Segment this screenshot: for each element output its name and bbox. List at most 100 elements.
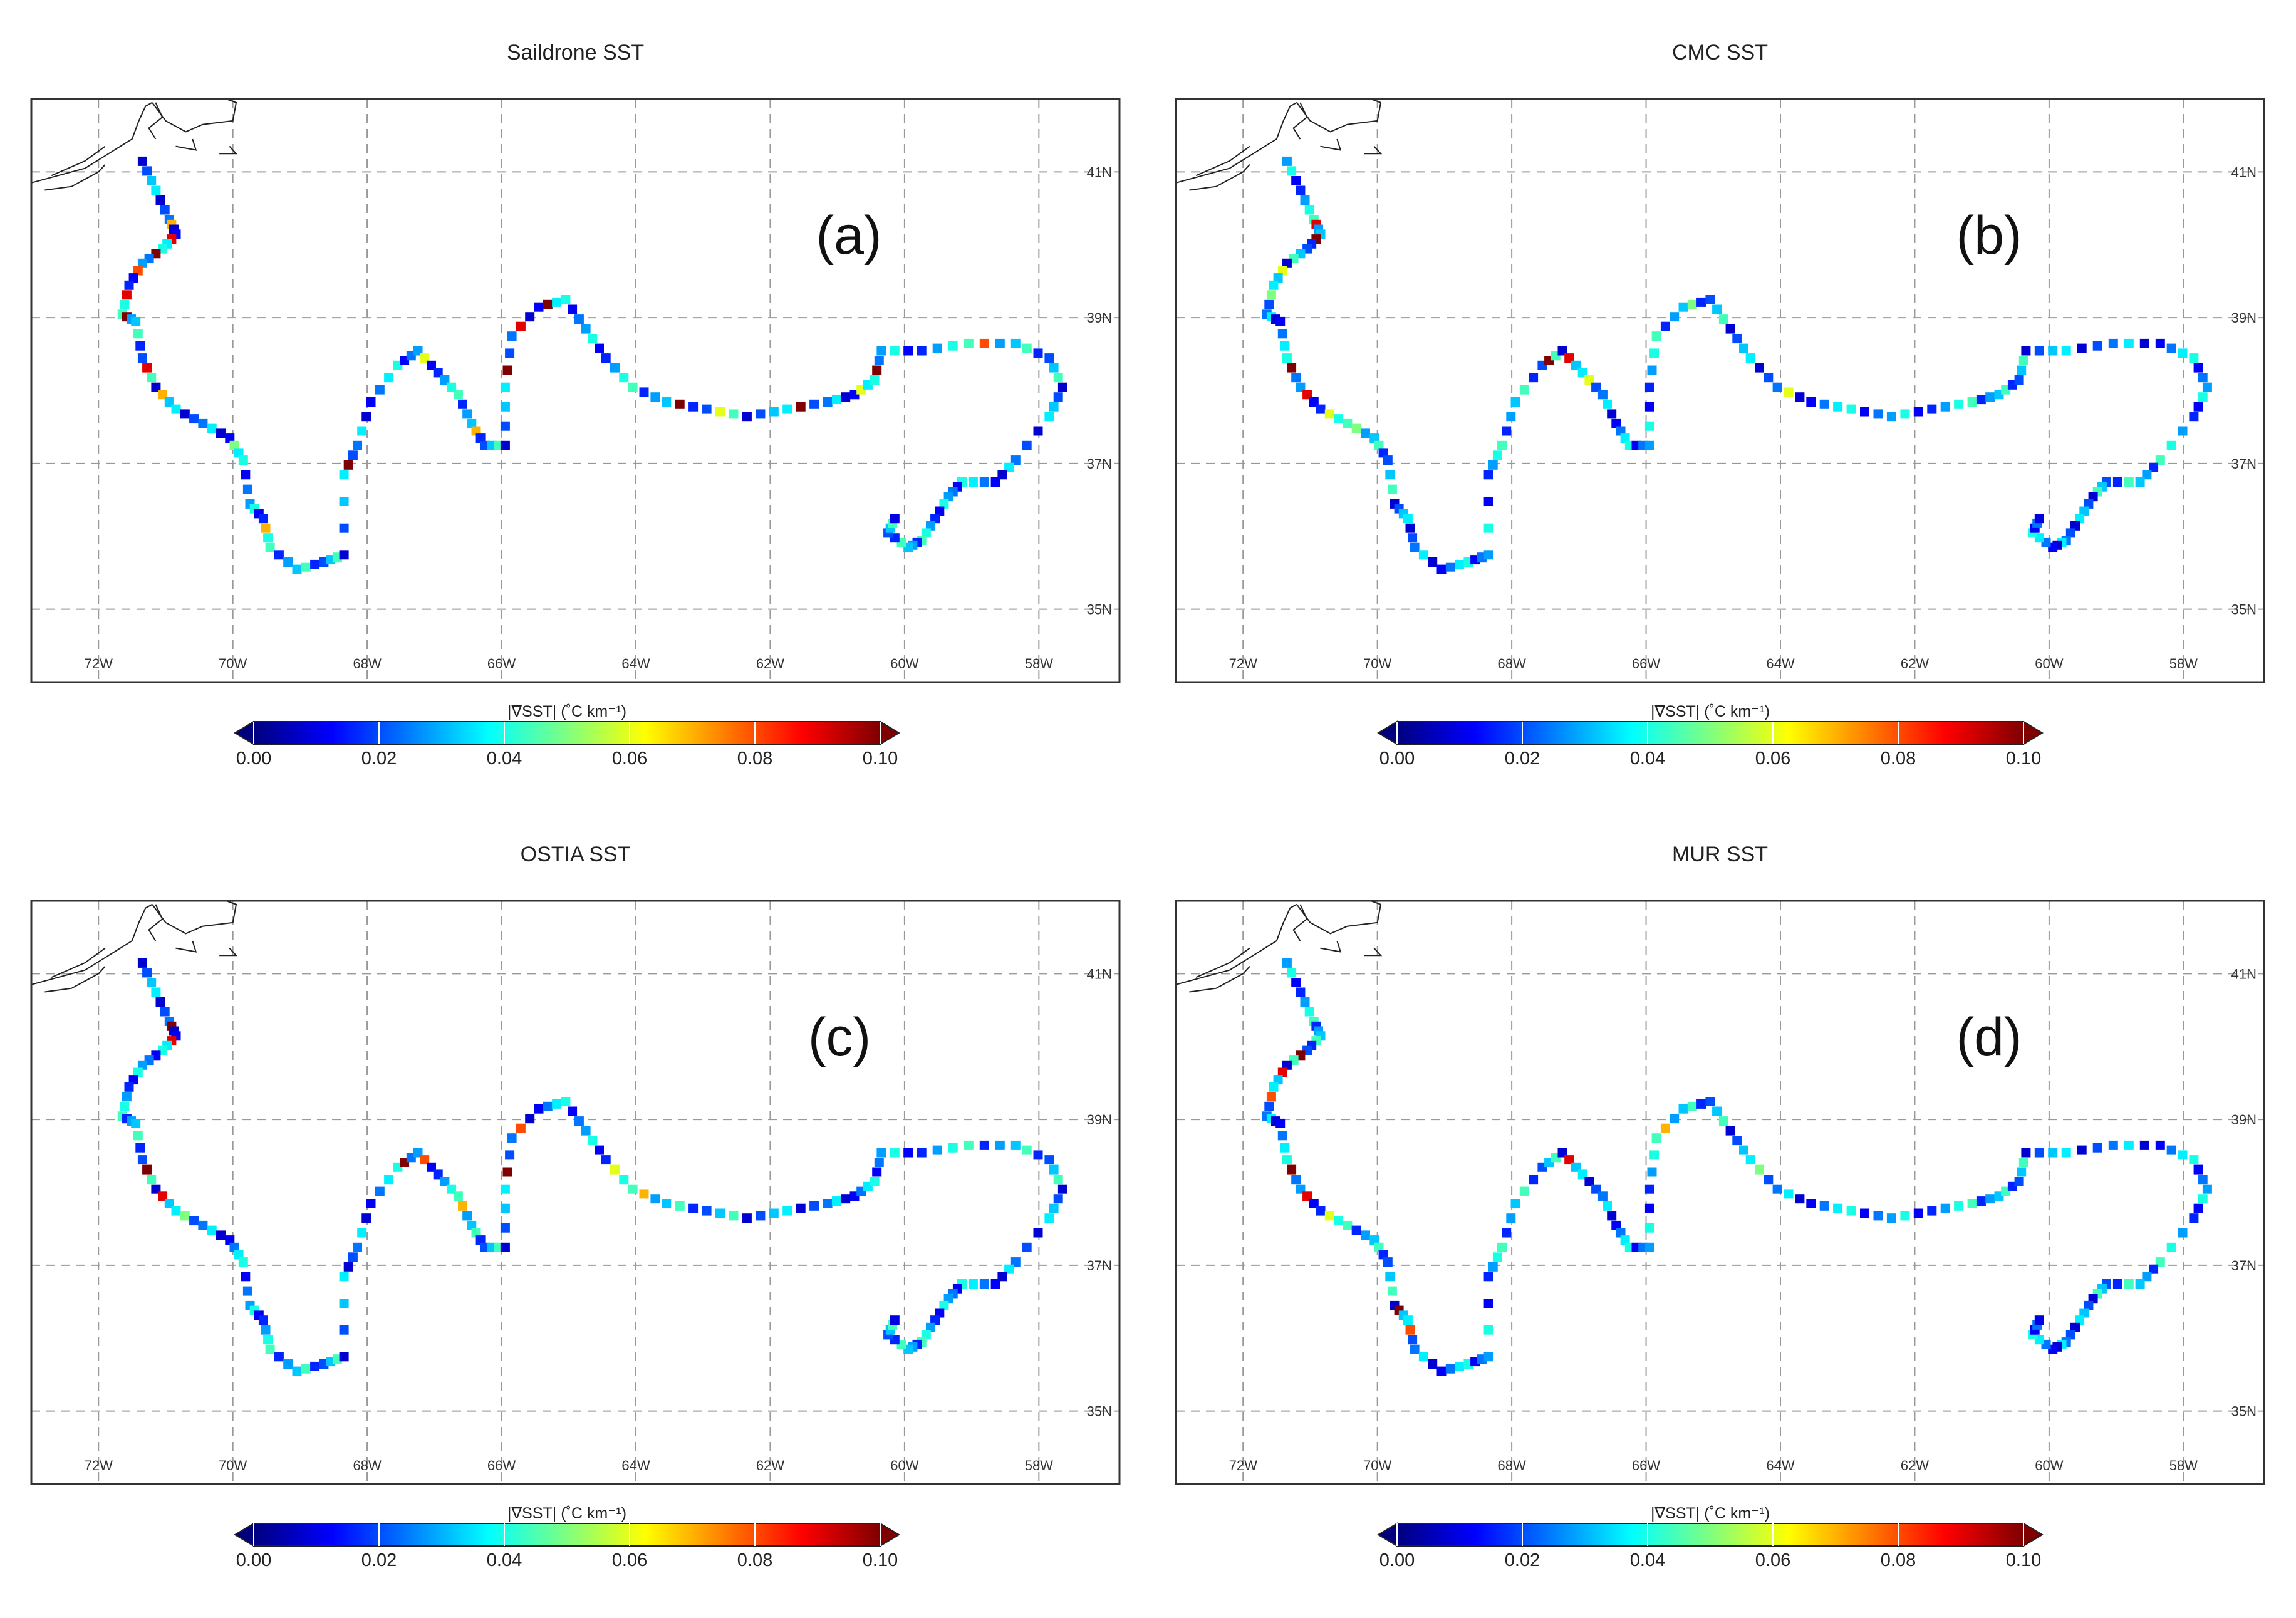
coastline bbox=[51, 947, 106, 978]
track-cell bbox=[1913, 1208, 1923, 1218]
track-cell bbox=[1603, 399, 1612, 409]
track-cell bbox=[574, 314, 584, 324]
colorbar-extend-min bbox=[1377, 1522, 1398, 1547]
track-cell bbox=[1436, 1366, 1447, 1376]
track-cell bbox=[1967, 1199, 1977, 1208]
lon-tick-label: 58W bbox=[2169, 1458, 2198, 1473]
track-cell bbox=[1264, 1101, 1274, 1111]
track-cell bbox=[1383, 1257, 1393, 1267]
track-cell bbox=[561, 295, 571, 304]
track-cell bbox=[133, 266, 143, 276]
lon-tick-label: 72W bbox=[85, 1458, 113, 1473]
track-cell bbox=[921, 528, 931, 538]
track-cell bbox=[1732, 334, 1742, 344]
track-cell bbox=[1277, 329, 1287, 339]
track-cell bbox=[453, 1191, 463, 1201]
track-cell bbox=[1282, 353, 1292, 363]
track-cell bbox=[1010, 1140, 1021, 1150]
track-cell bbox=[1049, 1203, 1059, 1213]
track-cell bbox=[1644, 421, 1654, 431]
track-cell bbox=[427, 360, 436, 370]
track-cell bbox=[160, 205, 170, 215]
track-cell bbox=[1049, 402, 1059, 412]
track-cell bbox=[1445, 1364, 1455, 1374]
colorbar-tick-label: 0.10 bbox=[863, 1550, 898, 1570]
track-cell bbox=[917, 1148, 927, 1158]
track-cell bbox=[265, 1344, 275, 1354]
track-cell bbox=[1445, 562, 1455, 572]
track-cell bbox=[1739, 343, 1748, 353]
track-cell bbox=[2178, 1150, 2188, 1160]
track-cell bbox=[876, 1148, 886, 1158]
track-cell bbox=[155, 997, 165, 1007]
colorbar: |∇SST| (˚C km⁻¹) 0.00 0.02 0.04 0.06 0.08 0.10 bbox=[1377, 703, 2044, 769]
map-area bbox=[1176, 99, 2264, 682]
lat-tick-label: 37N bbox=[1087, 456, 1112, 472]
track-cell bbox=[137, 353, 147, 363]
track-cell bbox=[361, 1213, 371, 1223]
track-cell bbox=[1529, 1175, 1539, 1185]
panel-label: (c) bbox=[808, 1007, 871, 1067]
track-cell bbox=[301, 1364, 311, 1374]
track-cell bbox=[1846, 1206, 1856, 1216]
track-cell bbox=[1277, 1131, 1287, 1141]
lat-tick-label: 41N bbox=[1087, 966, 1112, 982]
track-cell bbox=[1264, 299, 1274, 309]
track-cell bbox=[1324, 1211, 1334, 1221]
lat-tick-label: 39N bbox=[2231, 1112, 2257, 1128]
track-cell bbox=[2193, 1203, 2203, 1213]
track-cell bbox=[619, 1175, 629, 1185]
track-cell bbox=[917, 346, 927, 356]
coastline bbox=[1292, 102, 1308, 140]
track-cell bbox=[1940, 1203, 1950, 1213]
track-cell bbox=[142, 166, 152, 176]
track-cell bbox=[841, 392, 851, 402]
track-cell bbox=[1597, 1191, 1608, 1201]
track-cell bbox=[1591, 382, 1601, 392]
track-cell bbox=[2178, 426, 2188, 436]
coastline bbox=[1292, 904, 1308, 941]
track-cell bbox=[2065, 1330, 2075, 1340]
track-cell bbox=[516, 321, 526, 331]
track-cell bbox=[628, 1184, 638, 1194]
track-cell bbox=[1324, 409, 1334, 419]
track-cell bbox=[662, 397, 672, 407]
track-cell bbox=[500, 440, 510, 450]
track-cell bbox=[1483, 470, 1493, 480]
track-cell bbox=[628, 382, 638, 392]
track-cell bbox=[420, 1155, 430, 1165]
track-cell bbox=[1044, 353, 1054, 363]
track-cell bbox=[870, 1177, 880, 1186]
track-cell bbox=[1282, 1060, 1292, 1070]
track-cell bbox=[650, 392, 660, 402]
coastline bbox=[1320, 138, 1342, 151]
track-cell bbox=[155, 195, 165, 205]
colorbar-tick-label: 0.02 bbox=[361, 1550, 397, 1570]
track-cell bbox=[142, 363, 152, 373]
track-cell bbox=[1374, 1242, 1384, 1252]
track-cell bbox=[339, 1272, 349, 1282]
coastline bbox=[1296, 98, 1382, 133]
track-cell bbox=[151, 382, 161, 392]
track-cell bbox=[715, 407, 725, 417]
lon-tick-label: 70W bbox=[1363, 656, 1391, 672]
colorbar-label: |∇SST| (˚C km⁻¹) bbox=[507, 1505, 626, 1522]
track-cell bbox=[261, 1325, 271, 1335]
track-cell bbox=[1282, 958, 1292, 968]
coastline bbox=[44, 164, 106, 191]
track-cell bbox=[543, 1101, 553, 1111]
track-cell bbox=[453, 390, 463, 400]
track-cell bbox=[433, 368, 443, 378]
track-cell bbox=[2166, 1242, 2176, 1252]
track-cell bbox=[384, 373, 394, 383]
track-cell bbox=[357, 1228, 367, 1238]
track-cell bbox=[1049, 1164, 1059, 1175]
track-cell bbox=[216, 428, 226, 438]
track-cell bbox=[1846, 404, 1856, 414]
track-cell bbox=[283, 557, 293, 567]
track-cell bbox=[339, 470, 349, 480]
track-cell bbox=[2166, 440, 2176, 450]
lon-tick-label: 64W bbox=[621, 656, 650, 672]
colorbar-label: |∇SST| (˚C km⁻¹) bbox=[1651, 703, 1770, 720]
track-cell bbox=[339, 523, 349, 533]
